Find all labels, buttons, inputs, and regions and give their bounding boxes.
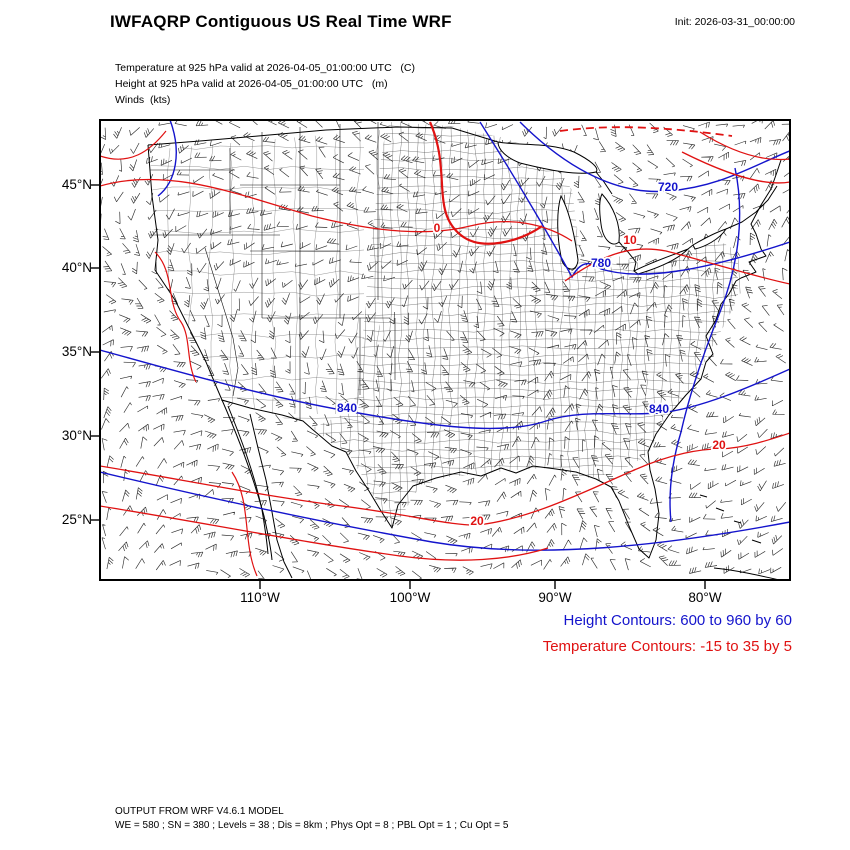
contour-label: 0 [434,221,441,235]
lat-label-45n: 45°N [61,177,92,192]
legend-height-contours: Height Contours: 600 to 960 by 60 [563,612,793,629]
contour-label: 780 [591,256,611,270]
contour-label: 20 [470,514,484,528]
lon-label-110w: 110°W [240,590,280,605]
lon-label-90w: 90°W [538,590,572,605]
contour-label: 10 [623,233,637,247]
subtitle-temperature: Temperature at 925 hPa valid at 2026-04-… [115,62,416,74]
weather-map: 720 780 840 840 0 10 20 20 [91,119,791,589]
lat-label-25n: 25°N [61,512,92,527]
lat-label-30n: 30°N [61,428,92,443]
contour-label: 720 [658,180,678,194]
contour-label: 20 [712,438,726,452]
plot-title: IWFAQRP Contiguous US Real Time WRF [110,12,452,31]
contour-label: 840 [337,401,357,415]
init-timestamp: Init: 2026-03-31_00:00:00 [674,16,795,28]
footer-model-version: OUTPUT FROM WRF V4.6.1 MODEL [115,806,284,817]
lon-label-100w: 100°W [389,590,431,605]
contour-label: 840 [649,402,669,416]
subtitle-height: Height at 925 hPa valid at 2026-04-05_01… [115,78,388,90]
subtitle-winds: Winds (kts) [115,94,171,106]
legend-temperature-contours: Temperature Contours: -15 to 35 by 5 [542,638,792,655]
lat-label-35n: 35°N [61,344,92,359]
lon-label-80w: 80°W [688,590,722,605]
lat-label-40n: 40°N [61,260,92,275]
footer-model-config: WE = 580 ; SN = 380 ; Levels = 38 ; Dis … [115,820,509,831]
